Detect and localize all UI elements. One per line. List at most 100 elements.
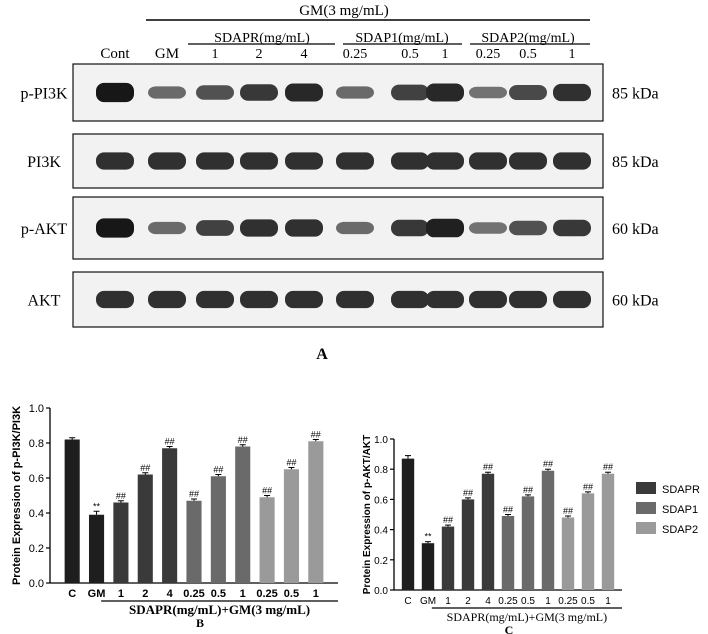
blot-band bbox=[148, 152, 186, 170]
blot-band bbox=[336, 86, 374, 99]
blot-band bbox=[426, 152, 464, 170]
blot-band bbox=[553, 152, 591, 170]
x-tick-label: 0.5 bbox=[284, 588, 299, 600]
x-tick-label: 1 bbox=[313, 588, 319, 600]
blot-band bbox=[391, 152, 429, 170]
legend-label: SDAP1 bbox=[662, 504, 698, 516]
bar bbox=[561, 517, 575, 590]
significance-label: ## bbox=[543, 459, 553, 469]
x-tick-label: 1 bbox=[605, 596, 611, 607]
blot-kda-label: 60 kDa bbox=[612, 221, 659, 238]
x-tick-label: 2 bbox=[142, 588, 148, 600]
y-tick-label: 0.0 bbox=[29, 578, 44, 590]
y-tick-label: 1.0 bbox=[374, 435, 388, 446]
x-tick-label: 0.5 bbox=[521, 596, 535, 607]
lane-dose-label: 2 bbox=[256, 47, 263, 62]
y-tick-label: 0.8 bbox=[374, 465, 388, 476]
x-axis-label: SDAPR(mg/mL)+GM(3 mg/mL) bbox=[129, 602, 310, 617]
significance-label: ## bbox=[563, 506, 573, 516]
x-tick-label: GM bbox=[88, 588, 106, 600]
blot-band bbox=[553, 219, 591, 237]
blot-band bbox=[391, 219, 429, 237]
blot-band bbox=[96, 152, 134, 170]
chart-b: 0.0 0.2 0.4 0.6 0.8 1.0 Protein Expression of … bbox=[11, 403, 338, 630]
bar bbox=[541, 470, 555, 590]
bar bbox=[259, 497, 275, 583]
blot-band bbox=[553, 83, 591, 102]
blot-band bbox=[509, 220, 547, 236]
blot-band bbox=[285, 152, 323, 170]
x-tick-label: 0.25 bbox=[183, 588, 204, 600]
blot-kda-label: 85 kDa bbox=[612, 154, 659, 171]
panel-letter-a: A bbox=[316, 346, 328, 363]
bar bbox=[235, 446, 251, 583]
blot-band bbox=[196, 152, 234, 170]
bar bbox=[401, 458, 415, 590]
y-tick-label: 0.4 bbox=[374, 526, 388, 537]
bar bbox=[64, 439, 80, 583]
panel-letter: B bbox=[196, 616, 204, 630]
blot-band bbox=[240, 152, 278, 170]
significance-label: ## bbox=[238, 435, 248, 445]
bar bbox=[481, 473, 495, 590]
legend-label: SDAPR bbox=[662, 484, 700, 496]
blot-band bbox=[148, 86, 186, 99]
blot-band bbox=[426, 218, 464, 238]
significance-label: ## bbox=[165, 437, 175, 447]
y-tick-label: 0.6 bbox=[374, 495, 388, 506]
blot-band bbox=[553, 290, 591, 309]
lane-label-cont: Cont bbox=[100, 46, 130, 62]
significance-label: ## bbox=[262, 486, 272, 496]
legend-swatch-SDAP2 bbox=[636, 522, 656, 534]
y-tick-label: 0.6 bbox=[29, 473, 44, 485]
blot-band bbox=[509, 152, 547, 170]
significance-label: ## bbox=[189, 489, 199, 499]
bar bbox=[162, 448, 178, 583]
x-tick-label: 0.5 bbox=[581, 596, 595, 607]
x-tick-label: 1 bbox=[240, 588, 246, 600]
blot-band bbox=[240, 219, 278, 237]
gm-group-label: GM(3 mg/mL) bbox=[299, 3, 389, 19]
y-tick-label: 0.0 bbox=[374, 586, 388, 597]
blot-band bbox=[96, 82, 134, 103]
lane-dose-label: 0.5 bbox=[519, 47, 537, 62]
blot-band bbox=[469, 152, 507, 170]
y-axis-label: Protein Expression of p-PI3K/PI3K bbox=[11, 406, 23, 585]
lane-dose-label: 0.25 bbox=[343, 47, 368, 62]
blot-band bbox=[96, 218, 134, 238]
y-axis-label: Protein Expression of p-AKT/AKT bbox=[362, 435, 373, 594]
blot-band bbox=[426, 83, 464, 102]
blot-band bbox=[391, 290, 429, 309]
bar bbox=[581, 493, 595, 590]
blot-band bbox=[469, 86, 507, 99]
bar bbox=[501, 516, 515, 590]
y-tick-label: 0.4 bbox=[29, 508, 44, 520]
blot-band bbox=[285, 83, 323, 102]
lane-dose-label: 4 bbox=[301, 47, 308, 62]
bar bbox=[137, 474, 153, 583]
significance-label: ## bbox=[140, 463, 150, 473]
bar bbox=[308, 441, 324, 583]
legend-label: SDAP2 bbox=[662, 524, 698, 536]
bar bbox=[421, 543, 435, 590]
blot-band bbox=[285, 219, 323, 237]
group-header-1: SDAP1(mg/mL) bbox=[355, 31, 449, 46]
blot-band bbox=[148, 221, 186, 235]
x-tick-label: C bbox=[404, 596, 411, 607]
bar bbox=[601, 473, 615, 590]
significance-label: ** bbox=[424, 532, 432, 542]
blot-band bbox=[391, 84, 429, 101]
significance-label: ## bbox=[443, 515, 453, 525]
bar bbox=[88, 514, 105, 583]
blot-row-label: p-PI3K bbox=[20, 86, 68, 103]
lane-dose-label: 1 bbox=[212, 47, 219, 62]
lane-dose-label: 0.5 bbox=[401, 47, 419, 62]
blot-band bbox=[469, 222, 507, 234]
bar bbox=[521, 496, 535, 590]
blot-row-label: p-AKT bbox=[21, 221, 67, 238]
significance-label: ## bbox=[286, 458, 296, 468]
significance-label: ## bbox=[603, 462, 613, 472]
significance-label: ## bbox=[583, 482, 593, 492]
